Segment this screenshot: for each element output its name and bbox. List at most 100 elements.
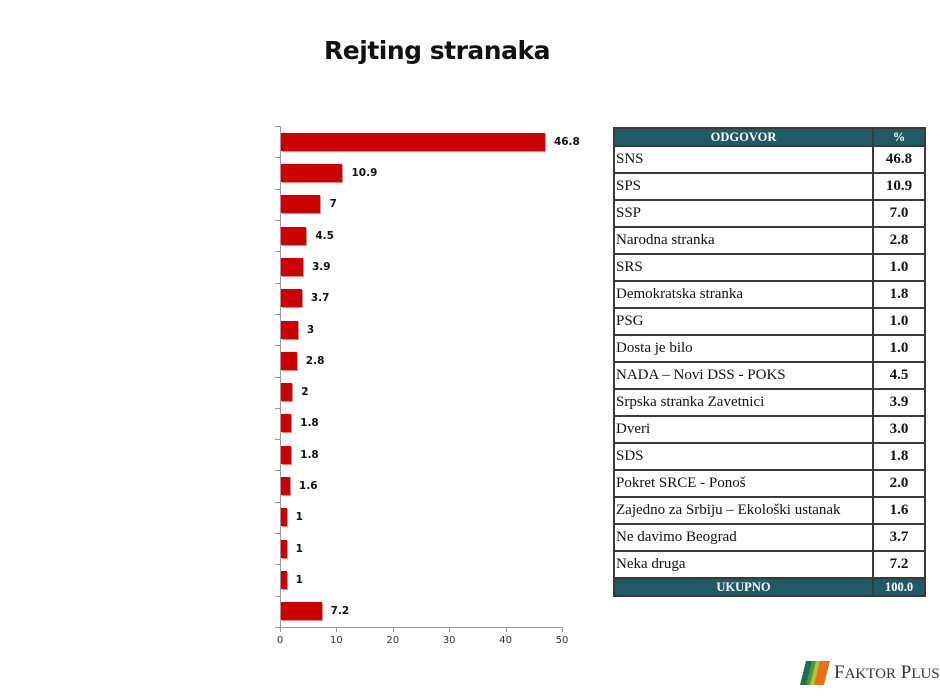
percent-cell: 1.0	[872, 307, 926, 336]
y-tick	[275, 251, 280, 252]
percent-cell: 1.0	[872, 253, 926, 282]
percent-cell: 2.8	[872, 226, 926, 255]
x-tick	[505, 627, 507, 632]
x-tick	[562, 627, 563, 632]
footer-total: 100.0	[872, 577, 926, 597]
bar	[281, 602, 322, 621]
bar	[281, 163, 343, 182]
y-tick	[275, 345, 280, 346]
y-tick	[275, 564, 280, 565]
table-row: SPS 10.9	[613, 172, 926, 201]
value-label: 46.8	[553, 135, 580, 148]
percent-cell: 3.9	[872, 388, 926, 417]
y-axis	[280, 126, 281, 628]
chart-title: Rejting stranaka	[324, 36, 550, 65]
y-tick	[275, 502, 280, 503]
bar	[281, 132, 545, 151]
party-name-cell: Narodna stranka	[613, 226, 874, 255]
percent-cell: 46.8	[872, 145, 926, 174]
faktor-plus-logo: FAKTOR PLUS	[800, 659, 940, 687]
x-axis	[280, 627, 563, 628]
bar	[281, 414, 292, 433]
y-tick	[275, 596, 280, 597]
x-tick-label: 0	[276, 635, 284, 646]
value-label: 3	[306, 323, 315, 336]
bar	[281, 539, 287, 558]
party-name-cell: Dveri	[613, 415, 874, 444]
table-row: PSG 1.0	[613, 307, 926, 336]
percent-cell: 1.6	[872, 496, 926, 525]
y-tick	[275, 408, 280, 409]
y-tick	[275, 470, 280, 471]
value-label: 2.8	[305, 354, 325, 367]
bar	[281, 383, 293, 402]
bar	[281, 445, 292, 464]
percent-cell: 2.0	[872, 469, 926, 498]
x-tick-label: 20	[386, 635, 400, 646]
table-row: SRS 1.0	[613, 253, 926, 282]
bar	[281, 226, 307, 245]
bar	[281, 571, 287, 590]
bar	[281, 257, 303, 276]
value-label: 1	[295, 542, 303, 555]
faktor-plus-logo-icon	[800, 661, 830, 685]
table-row: SDS 1.8	[613, 442, 926, 471]
x-tick	[392, 627, 394, 632]
table-row: Neka druga 7.2	[613, 550, 926, 579]
value-label: 7	[329, 198, 337, 211]
percent-cell: 7.0	[872, 199, 926, 228]
percent-cell: 7.2	[872, 550, 926, 579]
value-label: 2	[301, 386, 309, 399]
value-label: 1.6	[299, 480, 318, 493]
y-tick	[275, 627, 280, 628]
bar	[281, 195, 321, 214]
x-tick	[280, 627, 281, 632]
value-label: 3.7	[310, 292, 330, 305]
logo-text: FAKTOR PLUS	[834, 662, 940, 683]
header-answer: ODGOVOR	[613, 127, 874, 147]
table-row: Pokret SRCE - Ponoš 2.0	[613, 469, 926, 498]
table-row: Narodna stranka 2.8	[613, 226, 926, 255]
table-row: NADA – Novi DSS - POKS 4.5	[613, 361, 926, 390]
value-label: 1	[295, 511, 303, 524]
percent-cell: 1.8	[872, 280, 926, 309]
party-name-cell: SPS	[613, 172, 874, 201]
header-percent: %	[872, 127, 926, 147]
value-label: 1.8	[300, 417, 319, 430]
party-name-cell: Demokratska stranka	[613, 280, 874, 309]
x-tick-label: 30	[442, 635, 456, 646]
y-tick	[275, 157, 280, 158]
x-tick-label: 10	[330, 635, 343, 646]
value-label: 3.9	[311, 260, 331, 273]
table-row: SNS 46.8	[613, 145, 926, 174]
y-tick	[275, 314, 280, 315]
party-name-cell: Neka druga	[613, 550, 874, 579]
party-name-cell: SDS	[613, 442, 874, 471]
table-row: Dveri 3.0	[613, 415, 926, 444]
x-tick	[336, 627, 338, 632]
y-tick	[275, 439, 280, 440]
results-table: ODGOVOR % SNS 46.8 SPS 10.9 SSP 7.0 Narodna st…	[613, 127, 926, 597]
percent-cell: 3.0	[872, 415, 926, 444]
value-label: 10.9	[351, 166, 378, 179]
x-tick-label: 40	[499, 635, 512, 646]
y-tick	[275, 377, 280, 378]
table-row: Srpska stranka Zavetnici 3.9	[613, 388, 926, 417]
percent-cell: 1.8	[872, 442, 926, 471]
value-label: 1	[295, 574, 303, 587]
party-name-cell: SRS	[613, 253, 874, 282]
percent-cell: 1.0	[872, 334, 926, 363]
table-row: SSP 7.0	[613, 199, 926, 228]
x-tick	[449, 627, 451, 632]
bar	[281, 320, 298, 339]
value-label: 4.5	[315, 229, 334, 242]
percent-cell: 4.5	[872, 361, 926, 390]
y-tick	[275, 220, 280, 221]
table-row: Ne davimo Beograd 3.7	[613, 523, 926, 552]
value-label: 7.2	[330, 605, 350, 618]
table-footer-row: UKUPNO 100.0	[613, 577, 926, 597]
party-name-cell: PSG	[613, 307, 874, 336]
y-tick	[275, 533, 280, 534]
y-tick	[275, 189, 280, 190]
